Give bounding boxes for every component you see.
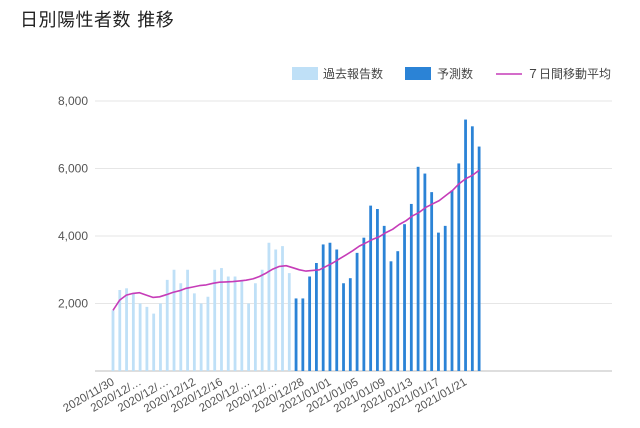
bar-actual [260, 269, 264, 371]
y-tick-label: 6,000 [58, 162, 88, 176]
bar-actual [199, 303, 203, 371]
bar-forecast [403, 224, 406, 371]
gridlines [95, 100, 612, 372]
bar-forecast [301, 298, 305, 371]
y-tick-label: 4,000 [58, 229, 88, 243]
bar-forecast [470, 126, 474, 371]
bar-forecast [328, 242, 332, 371]
bar-forecast [362, 237, 366, 371]
bar-forecast [315, 263, 318, 371]
bar-actual [159, 303, 162, 371]
bar-actual [220, 268, 223, 371]
y-tick-label: 8,000 [58, 94, 88, 108]
bar-forecast [430, 192, 434, 371]
bar-actual [145, 306, 149, 371]
legend-label-actual: 過去報告数 [323, 66, 383, 81]
bar-forecast [437, 232, 440, 371]
bar-actual [233, 276, 237, 371]
bar-forecast [443, 225, 447, 371]
bar-forecast [348, 278, 352, 371]
bar-actual [253, 283, 257, 371]
bar-actual [131, 293, 135, 371]
bar-actual [240, 279, 244, 371]
bar-forecast [321, 244, 325, 371]
bar-forecast [477, 146, 481, 371]
bar-forecast [342, 283, 345, 371]
bar-actual [118, 290, 122, 371]
y-axis: 2,000 4,000 6,000 8,000 [58, 94, 88, 311]
bar-actual [186, 269, 189, 371]
bar-forecast [308, 276, 312, 371]
bar-actual [179, 283, 183, 371]
bar-actual [247, 303, 250, 371]
bar-actual [226, 276, 230, 371]
legend-swatch-forecast [405, 67, 431, 80]
moving-average-line [112, 169, 480, 311]
bar-forecast [369, 205, 373, 371]
bar-forecast [294, 298, 298, 371]
bar-forecast [423, 173, 427, 371]
bar-actual [111, 310, 115, 371]
x-axis: 2020/11/302020/12/…2020/12/…2020/12/1220… [61, 376, 469, 415]
bar-actual [192, 293, 196, 371]
bar-forecast [450, 190, 454, 371]
bars [111, 119, 481, 371]
bar-actual [152, 313, 156, 371]
bar-forecast [389, 261, 393, 371]
bar-forecast [355, 252, 359, 371]
bar-forecast [396, 251, 400, 371]
moving-average-path [112, 169, 480, 311]
legend-label-average: ７日間移動平均 [527, 67, 611, 81]
bar-actual [138, 303, 142, 371]
bar-actual [287, 273, 291, 371]
chart-title: 日別陽性者数 推移 [20, 10, 175, 31]
bar-actual [206, 296, 210, 371]
bar-forecast [376, 209, 379, 371]
y-tick-label: 2,000 [58, 297, 88, 311]
bar-actual [165, 279, 169, 371]
bar-actual [267, 242, 271, 371]
bar-actual [125, 288, 128, 371]
bar-forecast [416, 166, 420, 371]
legend-swatch-actual [292, 67, 318, 80]
bar-actual [172, 269, 176, 371]
bar-forecast [335, 249, 339, 371]
bar-forecast [409, 203, 413, 371]
bar-actual [274, 249, 278, 371]
legend: 過去報告数 予測数 ７日間移動平均 [292, 66, 611, 81]
bar-actual [213, 269, 217, 371]
bar-forecast [382, 225, 386, 371]
legend-label-forecast: 予測数 [437, 66, 473, 81]
bar-actual [281, 246, 284, 371]
bar-forecast [464, 119, 467, 371]
bar-forecast [457, 163, 461, 371]
